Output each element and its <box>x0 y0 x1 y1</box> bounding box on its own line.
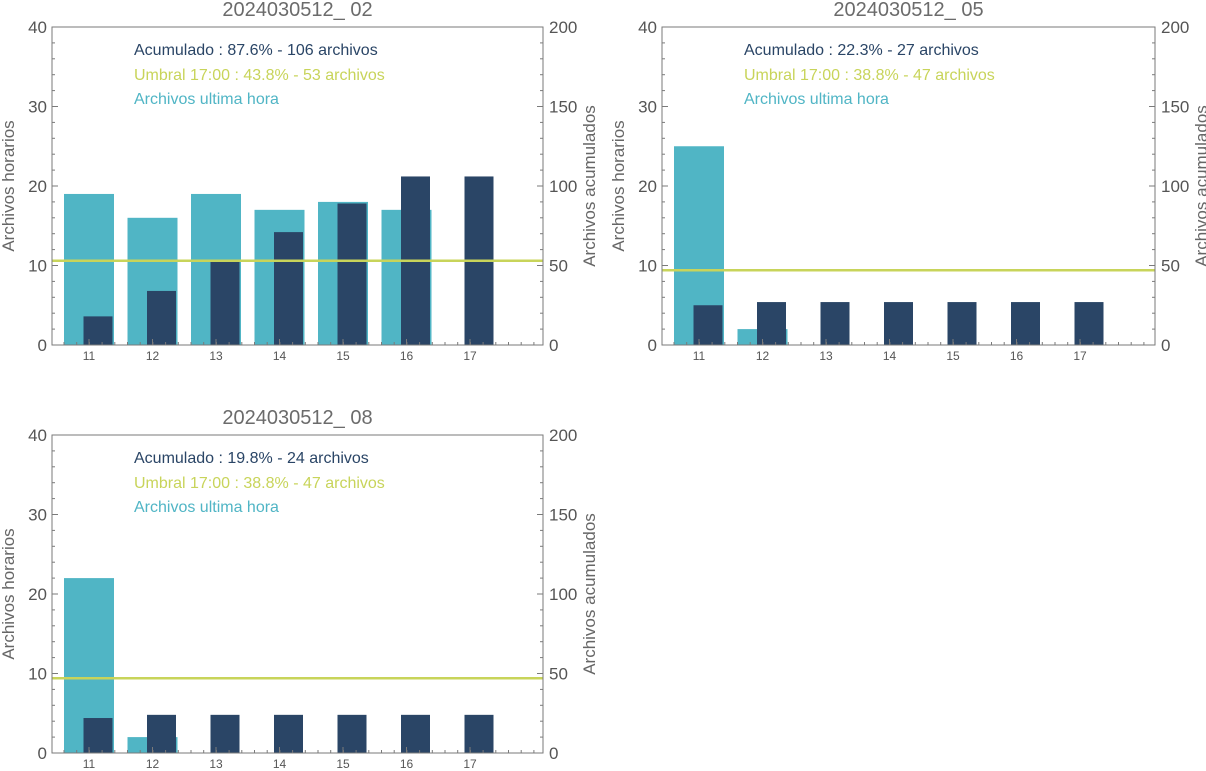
right-tick-label: 200 <box>1161 18 1189 37</box>
x-tick-label: 14 <box>273 757 287 771</box>
right-tick-label: 0 <box>549 336 558 355</box>
chart-panel-1: 2024030512_ 02 0 10 20 30 40 0 50 100 150 200 11 12 1… <box>0 0 599 363</box>
right-tick-label: 200 <box>549 18 577 37</box>
x-tick-label: 14 <box>883 349 897 363</box>
x-tick-label: 13 <box>819 349 833 363</box>
accumulated-bar <box>337 203 367 345</box>
legend-hourly: Archivos ultima hora <box>134 91 279 108</box>
x-tick-label: 16 <box>400 349 414 363</box>
x-tick-label: 17 <box>463 757 477 771</box>
left-tick-label: 30 <box>28 506 47 525</box>
chart-panel-2: 2024030512_ 05 0 10 20 30 40 0 50 100 150 200 11 12 1… <box>609 0 1206 363</box>
right-tick-label: 150 <box>549 98 577 117</box>
right-axis-label: Archivos acumulados <box>580 105 599 267</box>
x-tick-label: 13 <box>209 757 223 771</box>
x-tick-label: 11 <box>693 349 706 363</box>
legend-threshold: Umbral 17:00 : 38.8% - 47 archivos <box>744 67 995 84</box>
left-tick-label: 0 <box>38 744 47 763</box>
x-tick-label: 12 <box>756 349 770 363</box>
right-tick-label: 50 <box>549 257 568 276</box>
left-axis-label: Archivos horarios <box>609 120 628 251</box>
accumulated-bar <box>757 302 786 345</box>
left-tick-label: 30 <box>28 98 47 117</box>
right-tick-label: 0 <box>1161 336 1170 355</box>
accumulated-bar <box>820 302 850 345</box>
right-tick-label: 50 <box>1161 257 1180 276</box>
right-tick-label: 150 <box>1161 98 1189 117</box>
left-tick-label: 10 <box>638 257 657 276</box>
right-axis-label: Archivos acumulados <box>580 513 599 675</box>
accumulated-bar <box>83 718 113 753</box>
x-tick-label: 11 <box>83 349 96 363</box>
right-tick-label: 100 <box>549 585 577 604</box>
left-tick-label: 10 <box>28 257 47 276</box>
accumulated-bar <box>464 714 494 753</box>
x-tick-label: 12 <box>146 349 160 363</box>
accumulated-bar <box>210 260 240 345</box>
x-tick-label: 17 <box>1073 349 1087 363</box>
legend-accumulated: Acumulado : 19.8% - 24 archivos <box>134 450 369 467</box>
legend-threshold: Umbral 17:00 : 43.8% - 53 archivos <box>134 67 385 84</box>
chart-title: 2024030512_ 08 <box>222 407 372 429</box>
legend-threshold: Umbral 17:00 : 38.8% - 47 archivos <box>134 475 385 492</box>
x-tick-label: 12 <box>146 757 160 771</box>
left-axis-label: Archivos horarios <box>0 120 18 251</box>
left-axis-label: Archivos horarios <box>0 528 18 659</box>
right-tick-label: 150 <box>549 506 577 525</box>
left-tick-label: 0 <box>38 336 47 355</box>
left-tick-label: 10 <box>28 665 47 684</box>
x-tick-label: 13 <box>209 349 223 363</box>
accumulated-bar <box>947 302 977 345</box>
legend-accumulated: Acumulado : 22.3% - 27 archivos <box>744 42 979 59</box>
right-tick-label: 0 <box>549 744 558 763</box>
x-tick-label: 11 <box>83 757 96 771</box>
legend-hourly: Archivos ultima hora <box>134 499 279 516</box>
accumulated-bar <box>274 714 303 753</box>
left-tick-label: 40 <box>638 18 657 37</box>
left-tick-label: 40 <box>28 426 47 445</box>
x-tick-label: 16 <box>400 757 414 771</box>
chart-title: 2024030512_ 02 <box>222 0 372 21</box>
right-axis-label: Archivos acumulados <box>1192 105 1206 267</box>
x-tick-label: 17 <box>463 349 477 363</box>
legend-hourly: Archivos ultima hora <box>744 91 889 108</box>
x-tick-label: 14 <box>273 349 287 363</box>
left-tick-label: 40 <box>28 18 47 37</box>
left-tick-label: 30 <box>638 98 657 117</box>
accumulated-bar <box>147 290 176 345</box>
accumulated-bar <box>401 714 430 753</box>
x-tick-label: 15 <box>336 757 350 771</box>
left-tick-label: 20 <box>28 585 47 604</box>
accumulated-bar <box>884 302 913 345</box>
x-tick-label: 15 <box>946 349 960 363</box>
accumulated-bar <box>147 714 176 753</box>
x-tick-label: 15 <box>336 349 350 363</box>
accumulated-bar <box>1074 302 1104 345</box>
right-tick-label: 100 <box>1161 177 1189 196</box>
right-tick-label: 200 <box>549 426 577 445</box>
left-tick-label: 20 <box>28 177 47 196</box>
accumulated-bar <box>274 232 303 345</box>
accumulated-bar <box>337 714 367 753</box>
x-tick-label: 16 <box>1010 349 1024 363</box>
left-tick-label: 0 <box>648 336 657 355</box>
chart-panel-3: 2024030512_ 08 0 10 20 30 40 0 50 100 150 200 11 12 1… <box>0 407 599 771</box>
accumulated-bar <box>693 305 723 345</box>
accumulated-bar <box>1011 302 1040 345</box>
chart-title: 2024030512_ 05 <box>833 0 983 21</box>
accumulated-bar <box>210 714 240 753</box>
right-tick-label: 100 <box>549 177 577 196</box>
right-tick-label: 50 <box>549 665 568 684</box>
legend-accumulated: Acumulado : 87.6% - 106 archivos <box>134 42 378 59</box>
accumulated-bar <box>83 316 113 345</box>
left-tick-label: 20 <box>638 177 657 196</box>
